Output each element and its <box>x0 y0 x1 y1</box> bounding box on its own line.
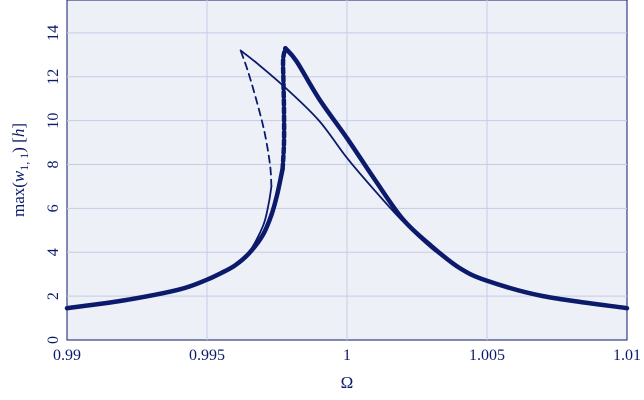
x-tick-label: 0.99 <box>53 347 81 364</box>
response-curves <box>64 46 630 311</box>
y-axis-title: max(w1, 1) [h] <box>9 123 31 217</box>
y-tick-label: 8 <box>45 161 62 169</box>
y-tick-label: 2 <box>45 292 62 300</box>
y-tick-labels: 0 2 4 6 8 10 12 14 <box>45 25 62 344</box>
grid-lines <box>67 0 627 340</box>
curve-thick-unstable-4 <box>280 46 288 172</box>
x-axis-title: Ω <box>341 373 354 392</box>
x-tick-label: 1 <box>343 347 351 364</box>
x-tick-label: 0.995 <box>189 347 225 364</box>
y-tick-label: 12 <box>45 69 62 85</box>
x-tick-label: 1.01 <box>613 347 641 364</box>
x-tick-labels: 0.99 0.995 1 1.005 1.01 <box>53 347 641 364</box>
x-tick-label: 1.005 <box>469 347 505 364</box>
curve-thick-stable-5 <box>283 46 630 311</box>
curve-thick-stable-3 <box>64 166 285 311</box>
curve-thin-unstable-1 <box>239 49 273 188</box>
y-tick-label: 0 <box>45 336 62 344</box>
y-tick-label: 14 <box>45 25 62 41</box>
y-tick-label: 10 <box>45 113 62 129</box>
y-tick-label: 6 <box>45 204 62 212</box>
y-tick-label: 4 <box>45 248 62 256</box>
